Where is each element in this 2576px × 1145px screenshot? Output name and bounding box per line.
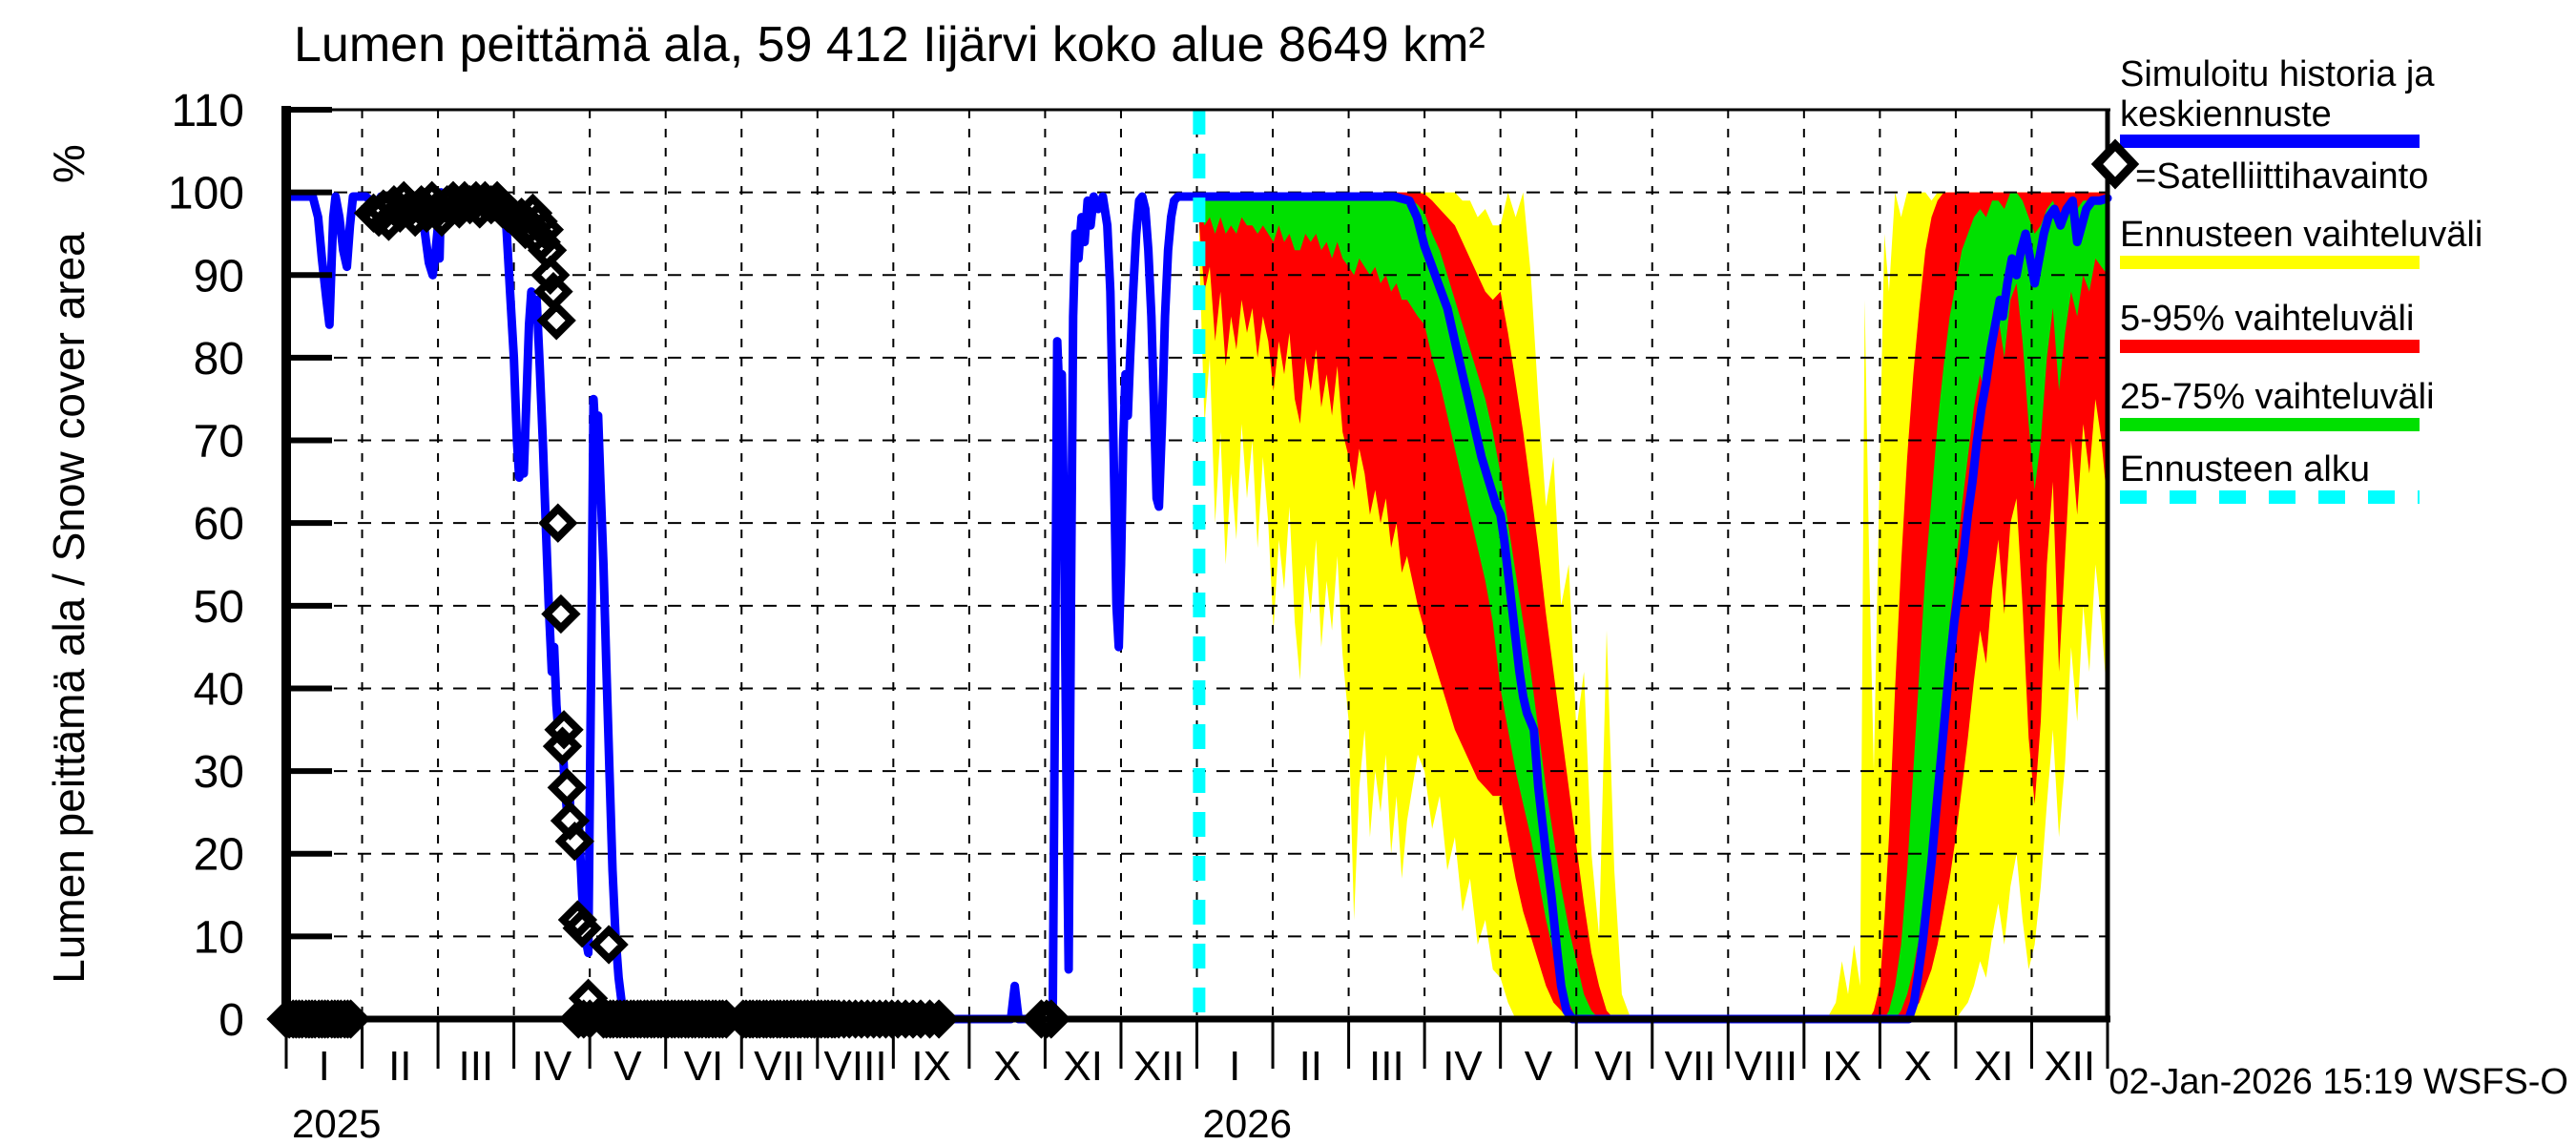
month-label: X bbox=[993, 1043, 1021, 1090]
legend-label-history-line1: Simuloitu historia ja bbox=[2120, 54, 2435, 94]
legend-label-satellite-observation: =Satelliittihavainto bbox=[2135, 156, 2428, 197]
y-tick-label: 20 bbox=[194, 830, 244, 881]
month-label: XII bbox=[1133, 1043, 1185, 1090]
median-forecast-line bbox=[1195, 192, 2112, 1024]
y-tick-label: 60 bbox=[194, 499, 244, 550]
y-tick-label: 30 bbox=[194, 747, 244, 798]
band-5-95 bbox=[1198, 192, 2108, 1020]
legend-swatch-forecast-range bbox=[2120, 256, 2420, 269]
month-label: V bbox=[613, 1043, 642, 1090]
month-label: VII bbox=[754, 1043, 805, 1090]
y-tick-label: 110 bbox=[171, 86, 244, 136]
x-axis-labels: I II III IV V VI VII VIII IX X XI XII I II III IV V VI VII… bbox=[292, 1043, 2095, 1145]
y-tick-label: 50 bbox=[194, 582, 244, 633]
month-label: IX bbox=[1822, 1043, 1862, 1090]
month-label: VII bbox=[1665, 1043, 1716, 1090]
legend-swatch-25-75-range bbox=[2120, 418, 2420, 431]
month-label: IX bbox=[911, 1043, 951, 1090]
month-label: X bbox=[1903, 1043, 1931, 1090]
month-label: VIII bbox=[824, 1043, 887, 1090]
axes bbox=[281, 106, 2110, 1069]
legend-label-5-95-range: 5-95% vaihteluväli bbox=[2120, 299, 2414, 339]
month-label: VI bbox=[684, 1043, 724, 1090]
month-label: II bbox=[1299, 1043, 1322, 1090]
y-tick-label: 80 bbox=[194, 334, 244, 385]
month-label: XI bbox=[1063, 1043, 1103, 1090]
month-label: VIII bbox=[1735, 1043, 1797, 1090]
month-label: II bbox=[388, 1043, 411, 1090]
month-label: III bbox=[1369, 1043, 1404, 1090]
month-label: XI bbox=[1974, 1043, 2014, 1090]
legend-label-25-75-range: 25-75% vaihteluväli bbox=[2120, 377, 2435, 417]
legend: Simuloitu historia ja keskiennuste =Sate… bbox=[2090, 54, 2483, 504]
chart-title: Lumen peittämä ala, 59 412 Iijärvi koko … bbox=[294, 17, 1485, 73]
month-label: I bbox=[319, 1043, 330, 1090]
simulated-history-line bbox=[281, 188, 1204, 1024]
month-label: V bbox=[1525, 1043, 1553, 1090]
month-label: VI bbox=[1594, 1043, 1634, 1090]
y-axis-label: Lumen peittämä ala / Snow cover area % bbox=[44, 144, 93, 984]
month-label: XII bbox=[2044, 1043, 2095, 1090]
month-label: I bbox=[1229, 1043, 1240, 1090]
data-lines bbox=[281, 188, 2112, 1024]
month-label: IV bbox=[1443, 1043, 1483, 1090]
y-tick-label: 10 bbox=[194, 912, 244, 963]
legend-label-history-line2: keskiennuste bbox=[2120, 94, 2332, 135]
y-tick-label: 0 bbox=[218, 995, 244, 1046]
month-label: III bbox=[459, 1043, 494, 1090]
legend-diamond-icon bbox=[2090, 138, 2140, 190]
y-tick-label: 90 bbox=[194, 251, 244, 302]
timestamp: 02-Jan-2026 15:19 WSFS-O bbox=[2109, 1062, 2568, 1102]
legend-swatch-5-95-range bbox=[2120, 340, 2420, 353]
satellite-observation-markers bbox=[266, 180, 1071, 1039]
year-label: 2026 bbox=[1203, 1101, 1292, 1145]
legend-label-forecast-range: Ennusteen vaihteluväli bbox=[2120, 215, 2483, 255]
legend-label-forecast-start: Ennusteen alku bbox=[2120, 449, 2370, 489]
y-tick-label: 70 bbox=[194, 417, 244, 468]
year-label: 2025 bbox=[292, 1101, 381, 1145]
y-tick-label: 40 bbox=[194, 664, 244, 715]
satellite-observation-diamonds bbox=[266, 180, 1071, 1039]
legend-swatch-history-line bbox=[2120, 135, 2420, 148]
y-axis-labels: 0 10 20 30 40 50 60 70 80 90 100 110 bbox=[168, 86, 244, 1046]
month-label: IV bbox=[532, 1043, 572, 1090]
y-tick-label: 100 bbox=[168, 169, 244, 219]
